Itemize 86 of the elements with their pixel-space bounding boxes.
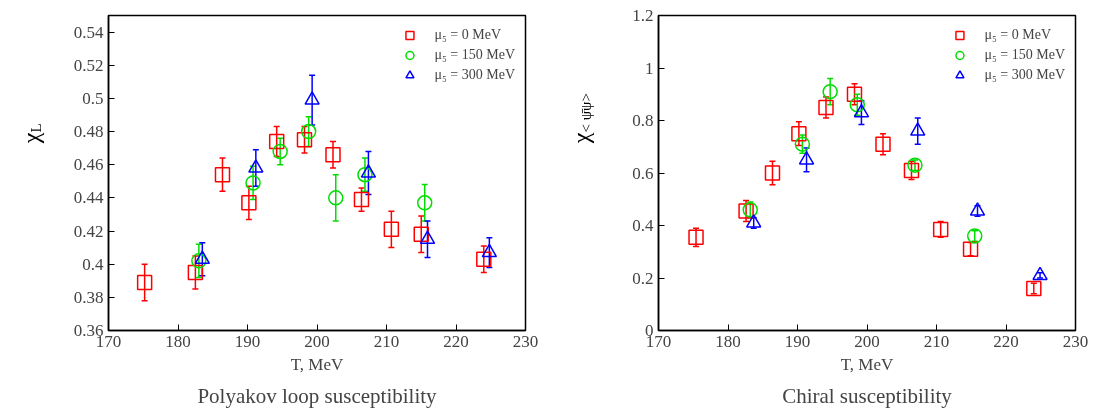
point [822,83,838,100]
x-tick-label: 210 [373,331,400,351]
point [745,214,762,228]
point [328,190,344,206]
y-tick-label: 0.4 [632,216,654,235]
legend-label: μ₅ = 150 MeV [984,47,1065,63]
x-tick-label: 230 [512,331,539,351]
y-tick-label: 0.52 [73,55,104,75]
point [272,143,288,160]
x-tick-label: 220 [993,331,1019,351]
point [383,221,400,238]
point [791,125,807,142]
y-tick-label: 0.38 [73,287,104,307]
point [214,166,231,183]
point [853,103,870,118]
point [241,195,257,211]
x-tick-label: 200 [854,331,880,351]
x-tick-label: 180 [715,331,741,351]
y-axis-title: χL [17,123,44,145]
y-tick-label: 0.6 [632,163,654,183]
point [962,241,979,257]
point [353,191,370,208]
legend-label: μ₅ = 0 MeV [984,27,1051,43]
point [742,202,758,218]
point [136,274,153,291]
point [357,166,373,183]
point [875,136,891,152]
point [191,253,207,269]
point [248,159,264,173]
y-tick-label: 0.4 [82,254,104,274]
y-tick-label: 0.48 [73,122,104,142]
point [304,91,320,105]
point [413,226,429,243]
point [798,151,815,165]
point [296,132,313,148]
point [476,251,492,267]
point [818,99,834,116]
legend-label: μ₅ = 300 MeV [984,67,1065,83]
x-axis-title: T, MeV [290,354,344,374]
point [909,122,926,136]
y-tick-label: 0.8 [632,111,654,130]
x-tick-label: 190 [234,331,261,351]
point [764,165,781,181]
y-tick-label: 0.2 [632,268,654,288]
x-tick-label: 200 [304,331,330,351]
x-tick-label: 190 [784,331,811,351]
point [268,133,285,150]
point [1032,266,1048,281]
point [966,228,983,244]
point [969,202,986,216]
point [300,123,317,140]
point [932,221,949,238]
point [1026,280,1042,297]
y-tick-label: 0.5 [82,88,104,108]
y-tick-label: 0.54 [73,22,104,42]
point [481,243,498,258]
point [738,203,754,219]
y-tick-label: 0.42 [73,221,104,241]
point [187,264,204,281]
x-tick-label: 230 [1062,331,1089,351]
y-tick-label: 1 [645,58,654,78]
point [846,86,863,102]
point [360,164,377,178]
point [419,230,436,245]
point [903,162,920,179]
legend-label: μ₅ = 300 MeV [434,67,515,83]
point [325,147,341,163]
y-tick-label: 1.2 [632,6,654,25]
text: Chiral susceptibility [782,383,953,408]
point [688,229,704,246]
point [245,175,261,191]
x-tick-label: 220 [443,331,469,351]
point [907,157,923,173]
y-tick-label: 0.44 [73,188,104,208]
legend-label: μ₅ = 150 MeV [434,47,515,63]
x-tick-label: 210 [923,331,950,351]
point [194,250,211,264]
y-tick-label: 0.46 [73,155,104,175]
point [416,195,433,211]
x-tick-label: 180 [165,331,191,351]
x-axis-title: T, MeV [840,354,894,374]
legend-label: μ₅ = 0 MeV [434,27,501,43]
point [849,97,866,113]
y-axis-title: χ< ψ̄ψ> [567,93,594,145]
text: Polyakov loop susceptibility [197,383,438,408]
point [794,136,811,152]
